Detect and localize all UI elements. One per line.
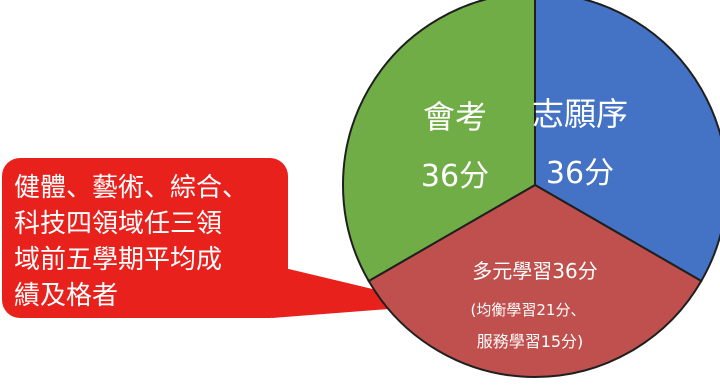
callout-bubble [2, 158, 288, 318]
slice-value-exam: 36分 [421, 159, 489, 194]
pie-slices [342, 0, 720, 378]
callout-line-1: 健體、藝術、綜合、 [14, 173, 248, 203]
slice-label-diverse-learning: 多元學習36分 [472, 259, 597, 283]
pie-slice-exam [342, 0, 536, 283]
pie-slice-diverse-learning [367, 183, 703, 378]
slice-label-volunteer-order: 志願序 [532, 95, 628, 133]
callout-line-4: 績及格者 [14, 281, 118, 311]
callout-line-2: 科技四領域任三領 [14, 209, 222, 239]
slice-label-exam: 會考 [423, 98, 487, 136]
slice-sub-balanced-learning: (均衡學習21分、 [471, 301, 586, 319]
slice-sub-service-learning: 服務學習15分) [477, 332, 584, 351]
callout-line-3: 域前五學期平均成 [14, 245, 222, 275]
slice-value-volunteer-order: 36分 [546, 156, 614, 191]
